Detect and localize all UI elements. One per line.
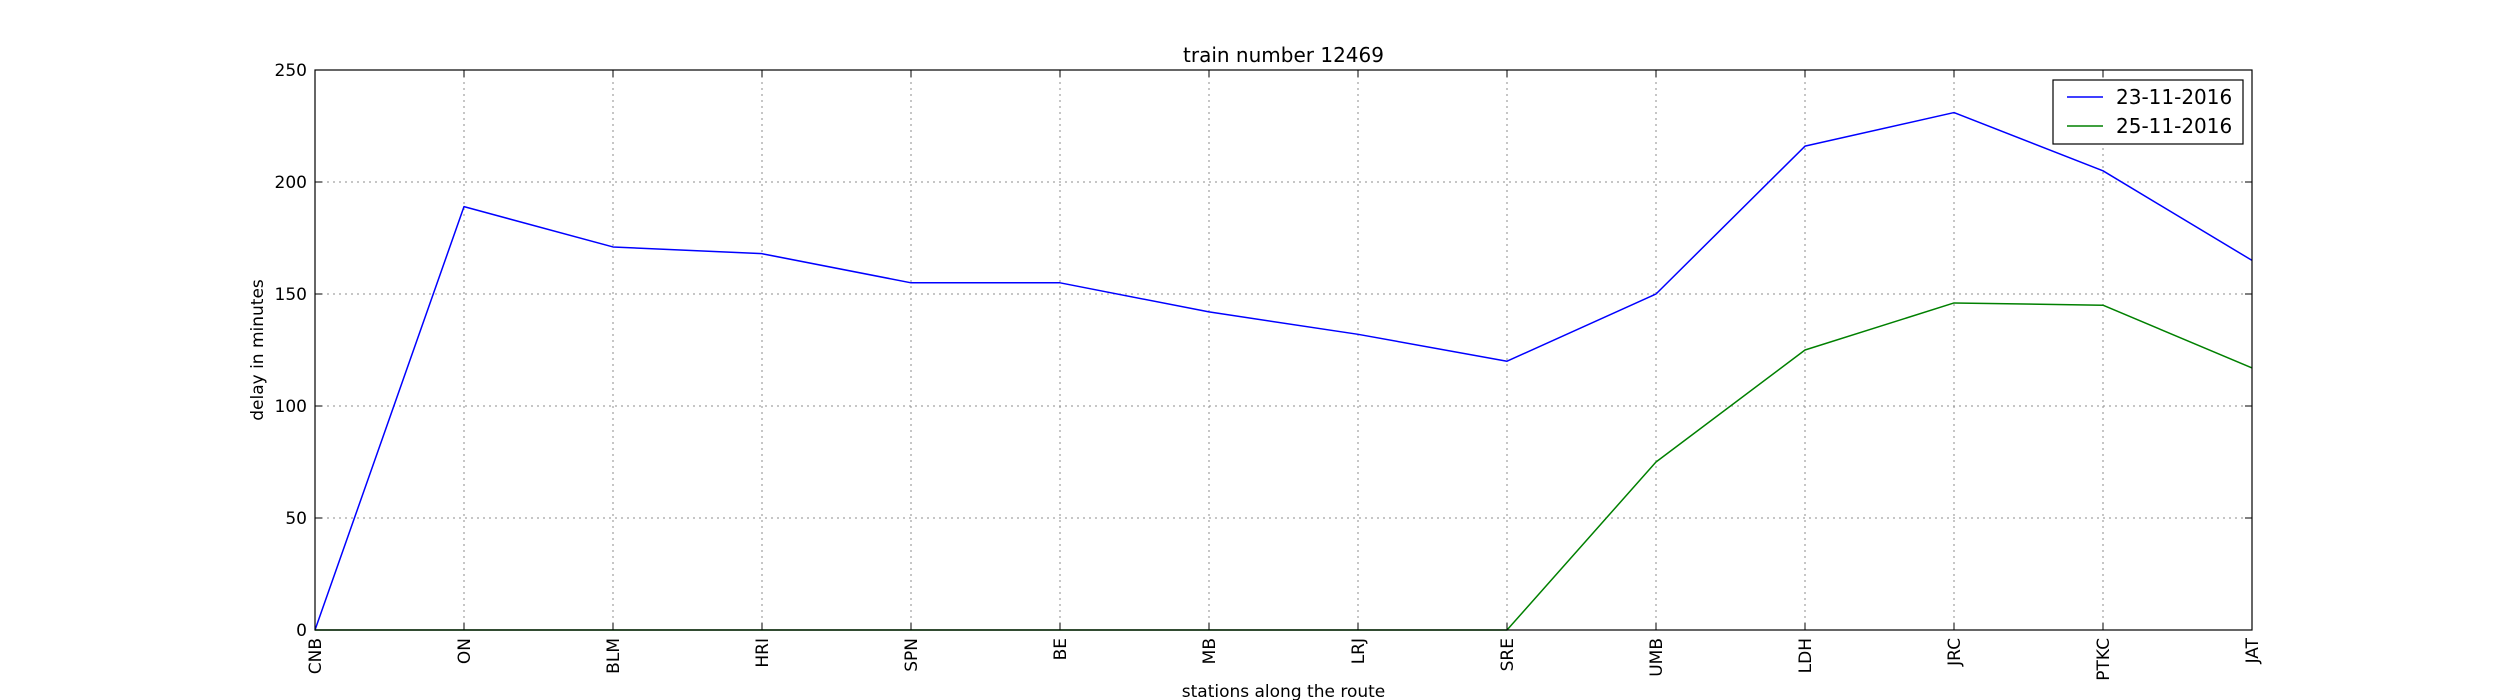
legend-label: 25-11-2016	[2116, 114, 2232, 138]
x-tick-label: LRJ	[1349, 638, 1369, 664]
series-line	[314, 111, 2253, 631]
legend-label: 23-11-2016	[2116, 85, 2232, 109]
x-tick-label: CNB	[306, 638, 326, 674]
x-tick-label: BLM	[604, 638, 624, 674]
legend-box	[2052, 79, 2244, 145]
y-tick-label: 150	[275, 285, 307, 305]
chart-title: train number 12469	[1183, 43, 1384, 67]
series-line	[315, 302, 2253, 631]
legend: 23-11-2016 25-11-2016	[2052, 79, 2244, 145]
y-tick-label: 200	[275, 173, 307, 193]
y-tick-label: 100	[275, 397, 307, 417]
x-tick-label: SPN	[902, 638, 922, 672]
x-tick-label: UMB	[1647, 638, 1667, 677]
plot-area-frame	[314, 69, 2253, 631]
x-tick-label: SRE	[1498, 638, 1518, 671]
axis-ticks: CNB ON BLM HRI SPN BE MB LRJ SRE UMB LDH JRC PTKC JAT…	[275, 61, 2263, 681]
x-tick-label: ON	[455, 638, 475, 664]
y-tick-label: 50	[285, 509, 307, 529]
y-tick-label: 0	[296, 621, 307, 641]
x-tick-label: MB	[1200, 638, 1220, 664]
x-axis-label: stations along the route	[1182, 682, 1386, 700]
x-tick-label: LDH	[1796, 638, 1816, 673]
x-tick-label: JAT	[2243, 637, 2263, 664]
grid	[314, 69, 2253, 631]
y-tick-label: 250	[275, 61, 307, 81]
x-tick-label: HRI	[753, 638, 773, 668]
series-lines	[314, 111, 2253, 631]
x-tick-label: PTKC	[2094, 638, 2114, 681]
x-tick-label: JRC	[1945, 638, 1965, 667]
y-axis-label: delay in minutes	[248, 279, 268, 421]
x-tick-label: BE	[1051, 638, 1071, 660]
